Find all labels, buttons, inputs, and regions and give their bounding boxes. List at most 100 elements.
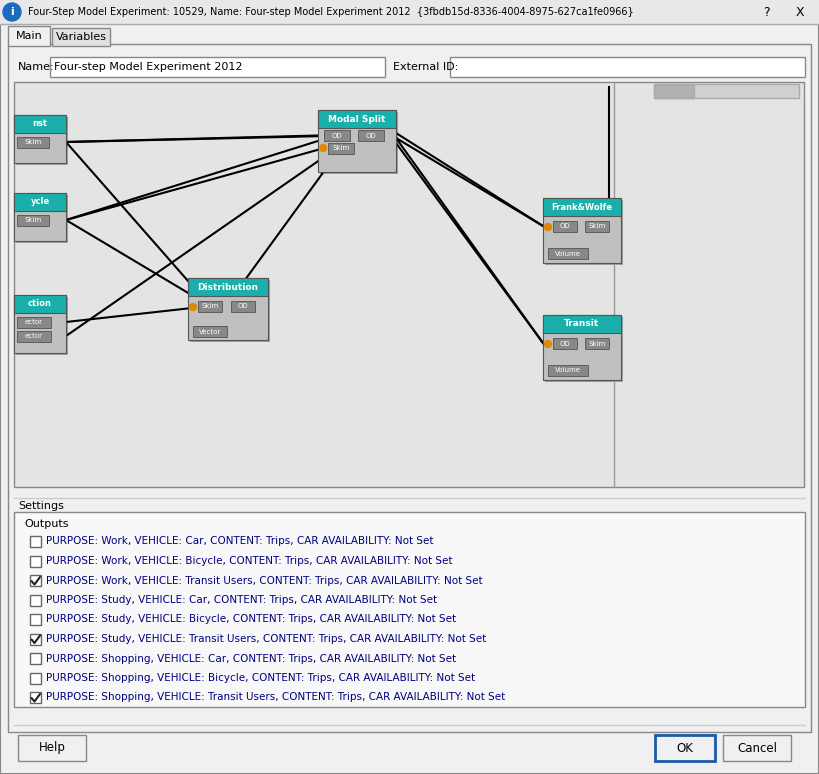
Bar	[318, 110, 396, 128]
Bar	[14, 295, 66, 353]
Text: PURPOSE: Shopping, VEHICLE: Bicycle, CONTENT: Trips, CAR AVAILABILITY: Not Set: PURPOSE: Shopping, VEHICLE: Bicycle, CON…	[46, 673, 475, 683]
Bar	[30, 594, 41, 605]
Text: PURPOSE: Work, VEHICLE: Car, CONTENT: Trips, CAR AVAILABILITY: Not Set: PURPOSE: Work, VEHICLE: Car, CONTENT: Tr…	[46, 536, 433, 546]
Bar	[585, 338, 609, 349]
Text: nst: nst	[33, 119, 48, 128]
Text: OD: OD	[559, 341, 570, 347]
Bar	[30, 653, 41, 664]
Text: Variables: Variables	[56, 32, 106, 42]
Text: ector: ector	[25, 320, 43, 326]
Text: Skim: Skim	[201, 303, 219, 310]
Text: Settings: Settings	[18, 501, 64, 511]
Text: Transit: Transit	[564, 320, 600, 328]
Text: Cancel: Cancel	[737, 741, 777, 755]
Bar	[14, 115, 66, 163]
Bar	[52, 28, 110, 46]
Text: Volume: Volume	[555, 368, 581, 374]
Text: OD: OD	[559, 224, 570, 230]
Text: ycle: ycle	[30, 197, 50, 207]
Text: PURPOSE: Work, VEHICLE: Transit Users, CONTENT: Trips, CAR AVAILABILITY: Not Set: PURPOSE: Work, VEHICLE: Transit Users, C…	[46, 576, 482, 585]
Bar	[16, 117, 68, 165]
Bar	[324, 130, 350, 141]
Bar	[17, 331, 51, 342]
Text: OK: OK	[676, 741, 694, 755]
Bar	[14, 193, 66, 211]
Bar	[655, 735, 715, 761]
Bar	[328, 143, 354, 154]
Circle shape	[3, 3, 21, 21]
Circle shape	[189, 303, 197, 310]
Text: Four-step Model Experiment 2012: Four-step Model Experiment 2012	[54, 62, 242, 72]
Bar	[654, 84, 694, 98]
Text: Name:: Name:	[18, 62, 55, 72]
Bar	[14, 82, 804, 487]
Bar	[17, 317, 51, 328]
Text: PURPOSE: Study, VEHICLE: Transit Users, CONTENT: Trips, CAR AVAILABILITY: Not Se: PURPOSE: Study, VEHICLE: Transit Users, …	[46, 634, 486, 644]
Bar	[18, 735, 86, 761]
Text: i: i	[10, 7, 14, 17]
Bar	[30, 556, 41, 567]
Bar	[543, 315, 621, 380]
Bar	[545, 317, 623, 382]
Bar	[30, 673, 41, 683]
Text: Frank&Wolfe: Frank&Wolfe	[551, 203, 613, 211]
Bar	[548, 248, 588, 259]
Text: External ID:: External ID:	[393, 62, 459, 72]
Text: Outputs: Outputs	[24, 519, 69, 529]
Bar	[14, 512, 805, 707]
Bar	[320, 112, 398, 174]
Bar	[548, 365, 588, 376]
Text: Four-Step Model Experiment: 10529, Name: Four-step Model Experiment 2012  {3fbdb: Four-Step Model Experiment: 10529, Name:…	[28, 7, 634, 17]
Bar	[545, 200, 623, 265]
Bar	[17, 215, 49, 226]
Bar	[190, 280, 270, 342]
Bar	[50, 57, 385, 77]
Bar	[198, 301, 222, 312]
Bar	[318, 110, 396, 172]
Text: Skim: Skim	[25, 139, 42, 146]
Bar	[30, 536, 41, 547]
Bar	[654, 84, 799, 98]
Text: Volume: Volume	[555, 251, 581, 256]
Bar	[193, 326, 227, 337]
Bar	[543, 198, 621, 216]
Bar	[17, 137, 49, 148]
Text: OD: OD	[238, 303, 248, 310]
Bar	[30, 633, 41, 645]
Bar	[14, 295, 66, 313]
Text: ?: ?	[762, 5, 769, 19]
Bar	[188, 278, 268, 296]
Circle shape	[545, 224, 551, 231]
Text: PURPOSE: Study, VEHICLE: Bicycle, CONTENT: Trips, CAR AVAILABILITY: Not Set: PURPOSE: Study, VEHICLE: Bicycle, CONTEN…	[46, 615, 456, 625]
Bar	[543, 198, 621, 263]
Bar	[30, 692, 41, 703]
Text: Vector: Vector	[199, 328, 221, 334]
Text: ector: ector	[25, 334, 43, 340]
Text: Skim: Skim	[333, 146, 350, 152]
Bar	[585, 221, 609, 232]
Circle shape	[545, 341, 551, 348]
Bar	[543, 315, 621, 333]
Bar	[14, 115, 66, 133]
Bar	[16, 195, 68, 243]
Text: OD: OD	[332, 132, 342, 139]
Bar	[358, 130, 384, 141]
Text: Distribution: Distribution	[197, 283, 259, 292]
Text: Modal Split: Modal Split	[328, 115, 386, 124]
Bar	[14, 193, 66, 241]
Text: PURPOSE: Shopping, VEHICLE: Transit Users, CONTENT: Trips, CAR AVAILABILITY: Not: PURPOSE: Shopping, VEHICLE: Transit User…	[46, 693, 505, 703]
Text: OD: OD	[366, 132, 376, 139]
Bar	[723, 735, 791, 761]
Bar	[0, 0, 819, 24]
Bar	[553, 338, 577, 349]
Text: PURPOSE: Study, VEHICLE: Car, CONTENT: Trips, CAR AVAILABILITY: Not Set: PURPOSE: Study, VEHICLE: Car, CONTENT: T…	[46, 595, 437, 605]
Text: PURPOSE: Shopping, VEHICLE: Car, CONTENT: Trips, CAR AVAILABILITY: Not Set: PURPOSE: Shopping, VEHICLE: Car, CONTENT…	[46, 653, 456, 663]
Text: Help: Help	[38, 741, 66, 755]
Bar	[231, 301, 255, 312]
Text: ction: ction	[28, 300, 52, 309]
Bar	[450, 57, 805, 77]
Bar	[16, 297, 68, 355]
Bar	[30, 575, 41, 586]
Circle shape	[319, 145, 327, 152]
Bar	[30, 614, 41, 625]
